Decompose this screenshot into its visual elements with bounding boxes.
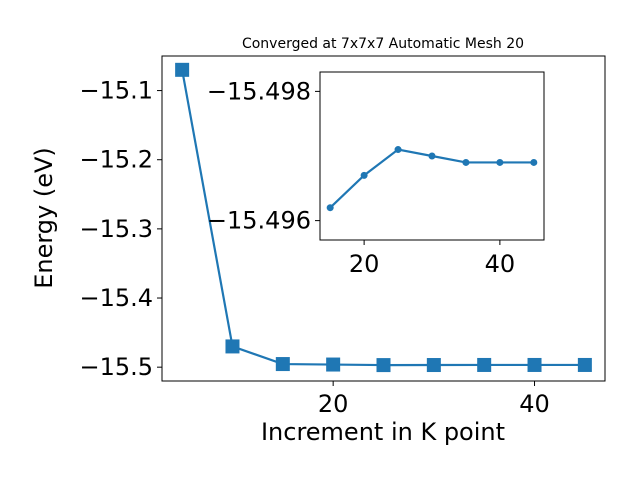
chart-title: Converged at 7x7x7 Automatic Mesh 20 — [242, 36, 524, 52]
x-tick-label: 20 — [318, 390, 349, 418]
y-tick-label: −15.5 — [79, 353, 153, 381]
y-tick-label: −15.498 — [207, 77, 311, 105]
y-tick-label: −15.2 — [79, 146, 153, 174]
data-point-marker — [496, 158, 504, 166]
y-tick-label: −15.496 — [207, 207, 311, 235]
data-point-marker — [577, 357, 592, 372]
main-ticks: 20 40 −15.1 −15.2 −15.3 −15.4 −15.5 — [79, 77, 549, 418]
data-point-marker — [426, 358, 441, 373]
data-point-marker — [175, 62, 190, 77]
data-point-marker — [394, 146, 402, 154]
main-axes: 20 40 −15.1 −15.2 −15.3 −15.4 −15.5 — [79, 55, 606, 418]
data-point-marker — [527, 357, 542, 372]
inset-series — [326, 146, 538, 212]
x-axis-label: Increment in K point — [261, 418, 505, 446]
y-tick-label: −15.3 — [79, 215, 153, 243]
data-point-marker — [225, 339, 240, 354]
data-point-marker — [326, 204, 334, 212]
data-point-marker — [477, 357, 492, 372]
main-series — [175, 62, 592, 373]
data-point-marker — [428, 152, 436, 160]
y-axis-label: Energy (eV) — [30, 147, 58, 289]
data-point-marker — [376, 358, 391, 373]
inset-ticks: 20 40 −15.498 −15.496 — [207, 77, 515, 278]
y-tick-label: −15.4 — [79, 284, 153, 312]
data-point-marker — [326, 357, 341, 372]
data-point-marker — [275, 357, 290, 372]
data-point-marker — [462, 158, 470, 166]
x-tick-label: 40 — [485, 250, 516, 278]
data-point-marker — [360, 171, 368, 179]
x-tick-label: 40 — [519, 390, 550, 418]
inset-axes: 20 40 −15.498 −15.496 — [207, 71, 545, 278]
y-tick-label: −15.1 — [79, 77, 153, 105]
x-tick-label: 20 — [349, 250, 380, 278]
main-plot-frame — [161, 55, 606, 382]
data-point-marker — [530, 158, 538, 166]
